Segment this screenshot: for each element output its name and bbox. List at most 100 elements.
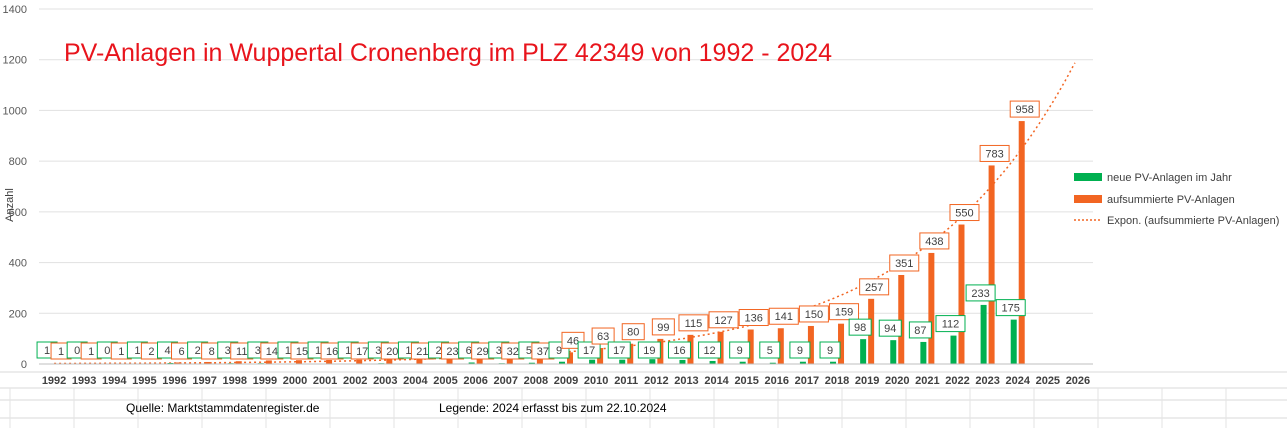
- data-label-cumulative: 99: [657, 322, 669, 334]
- data-label-new-box: [698, 341, 722, 359]
- bar-cumulative: [567, 352, 573, 364]
- data-label-new: 19: [643, 345, 655, 357]
- data-label-cumulative-box: [949, 204, 980, 222]
- data-label-new: 1: [315, 345, 321, 357]
- data-label-new-box: [637, 341, 661, 359]
- bar-new-installations: [619, 359, 626, 364]
- data-label-cumulative: 1: [88, 346, 94, 358]
- bar-new-installations: [649, 359, 656, 364]
- data-label-new: 6: [466, 345, 472, 357]
- data-label-new-box: [607, 341, 631, 359]
- y-tick-label: 600: [9, 207, 27, 219]
- data-label-new: 17: [613, 345, 625, 357]
- bar-new-installations: [1010, 319, 1017, 364]
- data-label-cumulative-box: [798, 305, 829, 323]
- data-label-cumulative: 29: [477, 346, 489, 358]
- data-label-cumulative: 23: [446, 346, 458, 358]
- legend-label-cumulative: aufsummierte PV-Anlagen: [1107, 194, 1235, 206]
- bar-cumulative: [958, 224, 965, 364]
- data-label-cumulative: 257: [865, 282, 883, 294]
- bar-cumulative: [898, 274, 905, 364]
- data-label-new: 233: [971, 288, 989, 300]
- trendline: [54, 62, 1076, 365]
- x-tick-label: 2001: [313, 375, 337, 387]
- bar-new-installations: [167, 362, 174, 364]
- data-label-cumulative: 17: [356, 346, 368, 358]
- data-label-new: 2: [195, 345, 201, 357]
- data-label-cumulative: 150: [805, 309, 823, 321]
- x-tick-label: 1994: [102, 375, 127, 387]
- data-label-cumulative: 11: [236, 346, 247, 358]
- x-tick-label: 1999: [253, 375, 277, 387]
- data-label-cumulative: 37: [537, 346, 549, 358]
- bar-cumulative: [295, 360, 302, 364]
- data-label-new: 9: [737, 345, 743, 357]
- data-label-cumulative-box: [591, 327, 615, 345]
- legend: neue PV-Anlagen im Jahr aufsummierte PV-…: [1074, 172, 1279, 227]
- bars-layer: [47, 121, 1025, 365]
- data-label-new-box: [848, 318, 872, 336]
- data-label-new: 9: [556, 345, 562, 357]
- bar-new-installations: [769, 362, 776, 364]
- bar-cumulative: [416, 358, 423, 364]
- chart-title: PV-Anlagen in Wuppertal Cronenberg im PL…: [64, 39, 832, 67]
- x-tick-label: 2005: [433, 375, 457, 387]
- data-label-cumulative-box: [678, 314, 709, 332]
- data-label-new-box: [935, 315, 966, 333]
- data-label-cumulative: 16: [326, 346, 338, 358]
- y-axis-label: Anzahl: [4, 188, 16, 222]
- data-label-cumulative-box: [919, 232, 950, 250]
- data-label-cumulative: 80: [627, 327, 639, 339]
- data-label-cumulative: 141: [775, 311, 793, 323]
- data-label-cumulative: 351: [895, 258, 913, 270]
- data-label-new-box: [729, 341, 751, 359]
- x-tick-label: 1993: [72, 375, 96, 387]
- bar-new-installations: [830, 361, 837, 364]
- data-label-new: 2: [435, 345, 441, 357]
- legend-swatch-new: [1074, 173, 1102, 181]
- x-tick-label: 2023: [975, 375, 999, 387]
- data-label-cumulative: 550: [955, 208, 973, 220]
- footer: Quelle: Marktstammdatenregister.de Legen…: [126, 401, 667, 415]
- data-label-new: 0: [74, 345, 80, 357]
- data-label-cumulative-box: [829, 303, 860, 321]
- data-label-new: 1: [44, 345, 50, 357]
- data-label-new: 94: [884, 323, 896, 335]
- y-tick-label: 1400: [3, 4, 27, 16]
- data-label-cumulative: 63: [597, 331, 609, 343]
- data-label-new: 17: [583, 345, 595, 357]
- bar-cumulative: [838, 323, 845, 364]
- data-label-new: 3: [255, 345, 261, 357]
- bar-cumulative: [265, 360, 272, 364]
- x-tick-label: 2018: [825, 375, 849, 387]
- data-label-cumulative-box: [1009, 100, 1040, 118]
- data-label-cumulative: 438: [925, 236, 943, 248]
- bar-cumulative: [1018, 121, 1025, 364]
- data-label-new-box: [878, 319, 902, 337]
- data-label-cumulative: 15: [296, 346, 308, 358]
- bar-cumulative: [928, 252, 935, 364]
- x-tick-label: 2010: [584, 375, 608, 387]
- data-label-cumulative-box: [738, 309, 769, 327]
- bar-cumulative: [747, 329, 754, 364]
- data-label-new-box: [667, 341, 691, 359]
- x-tick-label: 2015: [734, 375, 758, 387]
- x-tick-label: 1992: [42, 375, 66, 387]
- x-tick-label: 2020: [885, 375, 909, 387]
- bar-new-installations: [739, 361, 746, 364]
- data-label-cumulative: 127: [714, 315, 732, 327]
- y-tick-label: 200: [9, 308, 27, 320]
- data-label-new-box: [789, 341, 811, 359]
- data-label-new: 175: [1002, 303, 1020, 315]
- x-tick-label: 2006: [463, 375, 487, 387]
- data-label-cumulative-box: [889, 254, 920, 272]
- x-tick-label: 2026: [1066, 375, 1090, 387]
- x-tick-label: 1996: [162, 375, 186, 387]
- data-label-cumulative: 1: [118, 346, 124, 358]
- bar-new-installations: [679, 359, 686, 364]
- bar-new-installations: [890, 340, 897, 364]
- bar-cumulative: [506, 355, 513, 364]
- data-label-cumulative: 46: [567, 335, 579, 347]
- legend-label-trendline: Expon. (aufsummierte PV-Anlagen): [1107, 215, 1279, 227]
- data-label-cumulative-box: [651, 318, 675, 336]
